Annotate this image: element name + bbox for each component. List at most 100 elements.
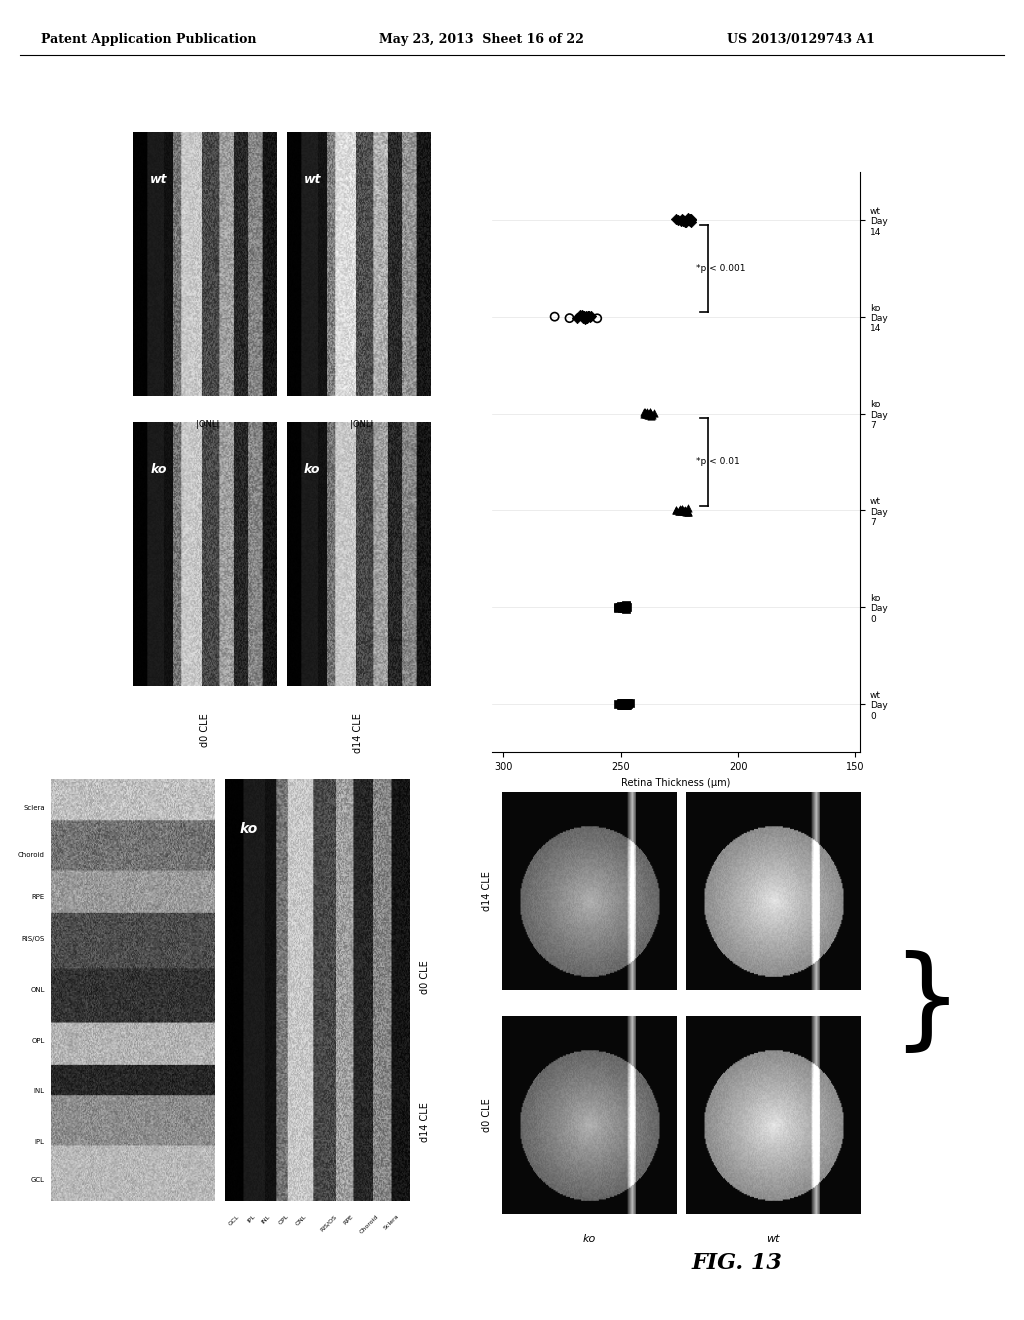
- Point: [615, 692, 632, 713]
- Point: [674, 499, 690, 520]
- Point: [679, 502, 695, 523]
- Point: [613, 597, 630, 618]
- Point: [581, 305, 597, 326]
- Text: |ONL|: |ONL|: [196, 420, 219, 429]
- Point: [617, 598, 634, 619]
- Point: [646, 403, 663, 424]
- Point: [589, 308, 605, 329]
- Text: IPL: IPL: [246, 1214, 256, 1224]
- Text: Sclera: Sclera: [23, 805, 45, 812]
- Text: d14 CLE: d14 CLE: [420, 1102, 430, 1142]
- Point: [612, 693, 629, 714]
- Text: wt: wt: [151, 173, 168, 186]
- Point: [677, 499, 693, 520]
- Text: d0 CLE: d0 CLE: [420, 960, 430, 994]
- Point: [671, 500, 687, 521]
- Point: [642, 401, 658, 422]
- Point: [612, 597, 629, 618]
- Point: [638, 403, 654, 424]
- Point: [612, 693, 629, 714]
- Point: [682, 210, 698, 231]
- X-axis label: Retina Thickness (μm): Retina Thickness (μm): [622, 777, 730, 788]
- Point: [616, 598, 633, 619]
- Point: [575, 305, 592, 326]
- Point: [577, 306, 593, 327]
- Text: }: }: [891, 949, 962, 1057]
- Text: ko: ko: [583, 1234, 595, 1245]
- Text: d0 CLE: d0 CLE: [200, 713, 210, 747]
- Text: GCL: GCL: [31, 1177, 45, 1183]
- Point: [577, 308, 593, 329]
- Point: [670, 210, 686, 231]
- Point: [575, 305, 592, 326]
- Text: d14 CLE: d14 CLE: [353, 713, 364, 752]
- Point: [683, 210, 699, 231]
- Text: INL: INL: [260, 1214, 271, 1225]
- Text: *p < 0.001: *p < 0.001: [695, 264, 745, 273]
- Point: [640, 403, 656, 424]
- Point: [679, 209, 695, 230]
- Text: |ONL|: |ONL|: [349, 420, 373, 429]
- Text: FIG. 13: FIG. 13: [692, 1251, 782, 1274]
- Point: [574, 305, 591, 326]
- Point: [613, 597, 630, 618]
- Point: [614, 693, 631, 714]
- Point: [612, 595, 629, 616]
- Point: [620, 693, 636, 714]
- Point: [614, 694, 631, 715]
- Point: [637, 401, 653, 422]
- Point: [674, 209, 690, 230]
- Text: ko: ko: [151, 463, 167, 477]
- Point: [617, 694, 634, 715]
- Text: wt: wt: [766, 1234, 780, 1245]
- Text: d14 CLE: d14 CLE: [481, 871, 492, 911]
- Point: [609, 693, 626, 714]
- Point: [579, 305, 595, 326]
- Point: [680, 210, 696, 231]
- Point: [615, 597, 632, 618]
- Text: Choroid: Choroid: [358, 1214, 380, 1234]
- Point: [679, 207, 695, 228]
- Point: [639, 401, 655, 422]
- Text: wt: wt: [304, 173, 322, 186]
- Point: [639, 403, 655, 424]
- Point: [612, 694, 629, 715]
- Point: [668, 499, 684, 520]
- Point: [683, 211, 699, 232]
- Text: ONL: ONL: [294, 1214, 307, 1226]
- Text: RIS/OS: RIS/OS: [319, 1214, 338, 1233]
- Point: [676, 500, 692, 521]
- Point: [583, 305, 599, 326]
- Point: [680, 498, 696, 519]
- Point: [611, 597, 628, 618]
- Point: [640, 404, 656, 425]
- Point: [641, 404, 657, 425]
- Point: [672, 499, 688, 520]
- Point: [678, 211, 694, 232]
- Point: [636, 404, 652, 425]
- Point: [610, 597, 627, 618]
- Text: Choroid: Choroid: [17, 851, 45, 858]
- Point: [578, 308, 594, 329]
- Point: [675, 209, 691, 230]
- Point: [676, 500, 692, 521]
- Text: ko: ko: [304, 463, 321, 477]
- Point: [682, 209, 698, 230]
- Point: [581, 305, 597, 326]
- Point: [622, 693, 638, 714]
- Point: [615, 595, 632, 616]
- Point: [616, 598, 633, 619]
- Point: [675, 211, 691, 232]
- Point: [643, 404, 659, 425]
- Text: *p < 0.01: *p < 0.01: [695, 458, 739, 466]
- Text: RPE: RPE: [343, 1214, 354, 1226]
- Point: [668, 209, 684, 230]
- Text: IPL: IPL: [35, 1139, 45, 1144]
- Point: [618, 597, 635, 618]
- Text: Patent Application Publication: Patent Application Publication: [41, 33, 256, 46]
- Point: [582, 306, 598, 327]
- Text: May 23, 2013  Sheet 16 of 22: May 23, 2013 Sheet 16 of 22: [379, 33, 584, 46]
- Point: [677, 211, 693, 232]
- Point: [678, 502, 694, 523]
- Text: US 2013/0129743 A1: US 2013/0129743 A1: [727, 33, 874, 46]
